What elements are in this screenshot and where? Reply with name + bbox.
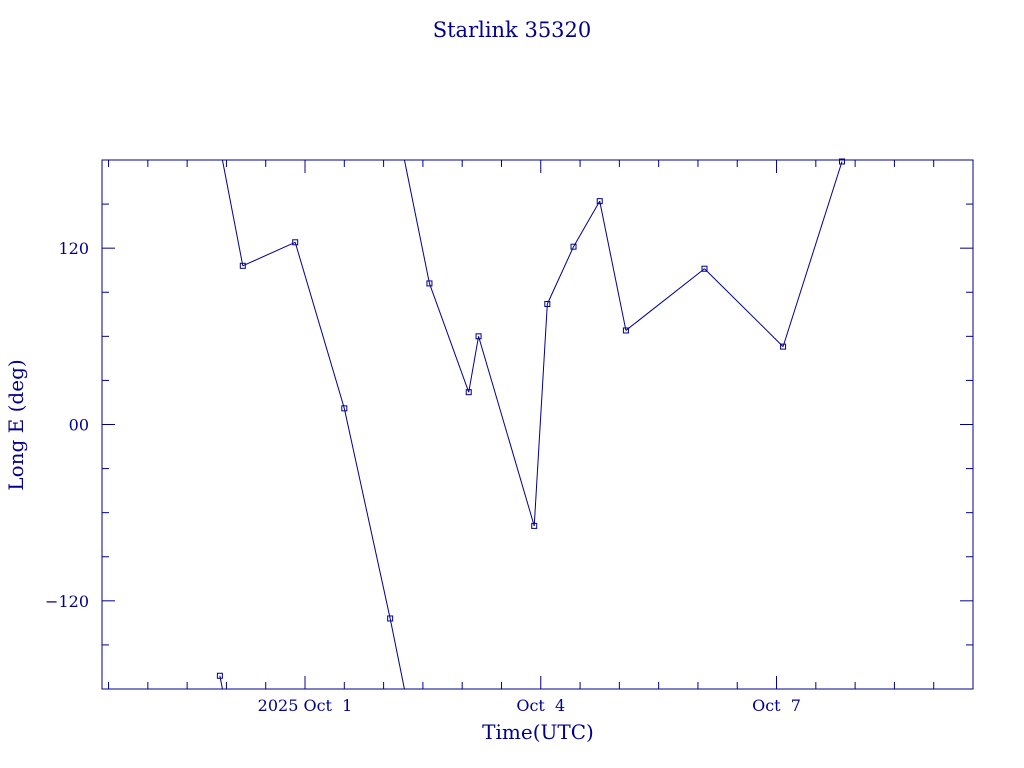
- series-line-segment: [704, 268, 784, 347]
- series-line-segment: [573, 200, 601, 247]
- y-tick-label: 120: [58, 239, 89, 258]
- data-point: [596, 198, 603, 205]
- data-point: [341, 405, 348, 412]
- series-line-segment: [242, 241, 296, 267]
- series-line-segment: [599, 201, 627, 331]
- y-axis-ticks: [102, 203, 973, 646]
- x-tick-label: 2025 Oct 1: [258, 696, 353, 715]
- x-axis-ticks: [108, 160, 974, 689]
- series-line-segment: [533, 303, 548, 526]
- data-point: [780, 343, 787, 350]
- series-line-segment: [403, 159, 430, 284]
- series-line-segment: [478, 336, 535, 527]
- data-point: [239, 262, 246, 269]
- chart-title: Starlink 35320: [433, 18, 592, 42]
- data-point: [475, 333, 482, 340]
- y-axis-label: Long E (deg): [4, 359, 28, 490]
- data-point: [839, 158, 846, 165]
- x-tick-label: Oct 4: [516, 696, 565, 715]
- data-point: [465, 389, 472, 396]
- series-line-segment: [343, 408, 391, 619]
- series-line-segment: [221, 159, 244, 266]
- series-line-segment: [428, 283, 470, 393]
- y-tick-label: 00: [69, 416, 89, 435]
- series-line-segment: [546, 246, 574, 305]
- x-axis-label: Time(UTC): [482, 720, 594, 744]
- plot-frame: [101, 159, 974, 690]
- y-tick-label: −120: [45, 592, 89, 611]
- data-point: [701, 265, 708, 272]
- x-tick-label: Oct 7: [752, 696, 801, 715]
- series-lines: [219, 159, 843, 690]
- data-point: [216, 672, 223, 679]
- series-line-segment: [625, 268, 705, 331]
- series-line-segment: [294, 242, 345, 409]
- x-axis-tick-labels: 2025 Oct 1 Oct 4 Oct 7: [258, 696, 801, 715]
- series-line-segment: [468, 336, 480, 393]
- data-point: [544, 301, 551, 308]
- data-point: [570, 243, 577, 250]
- data-point: [622, 327, 629, 334]
- series-line-segment: [389, 618, 405, 690]
- series-points: [216, 158, 846, 679]
- data-point: [426, 280, 433, 287]
- y-axis-tick-labels: 120 00 −120: [45, 239, 89, 611]
- series-line-segment: [782, 161, 843, 347]
- data-point: [292, 239, 299, 246]
- data-point: [387, 615, 394, 622]
- data-point: [531, 522, 538, 529]
